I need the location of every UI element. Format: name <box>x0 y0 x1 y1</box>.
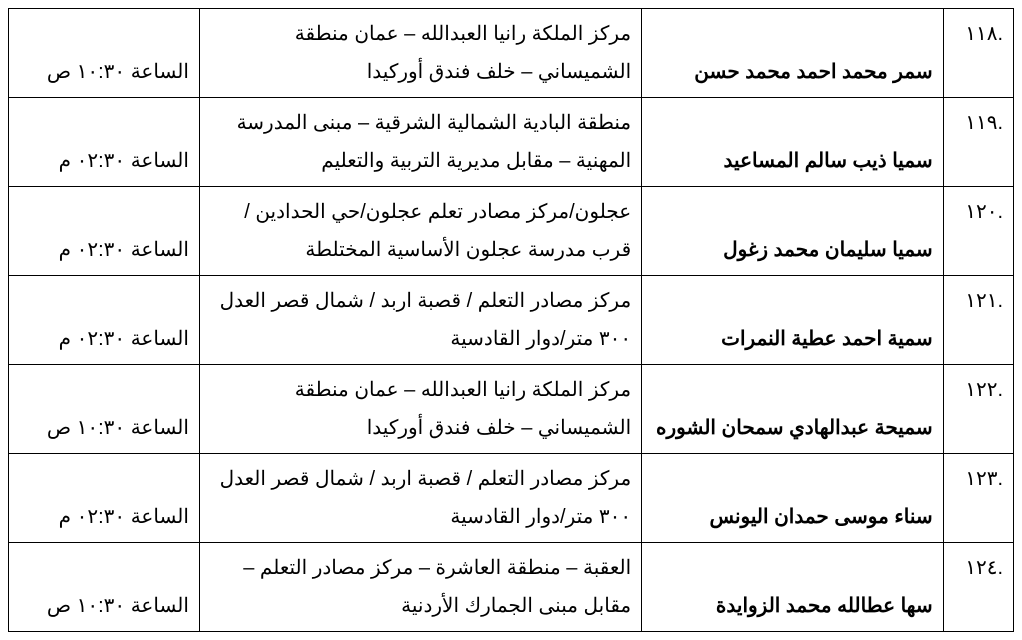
row-index: .١١٨ <box>943 9 1013 98</box>
row-name: سها عطالله محمد الزوايدة <box>642 543 944 632</box>
schedule-table: .١١٨ سمر محمد احمد محمد حسن مركز الملكة … <box>8 8 1014 632</box>
row-location: مركز مصادر التعلم / قصبة اربد / شمال قصر… <box>199 454 641 543</box>
row-name: سمية احمد عطية النمرات <box>642 276 944 365</box>
row-time: الساعة ٠٢:٣٠ م <box>9 98 200 187</box>
table-row: .١١٩ سميا ذيب سالم المساعيد منطقة البادي… <box>9 98 1014 187</box>
row-index: .١١٩ <box>943 98 1013 187</box>
row-name: سميا سليمان محمد زغول <box>642 187 944 276</box>
row-index: .١٢٤ <box>943 543 1013 632</box>
row-time: الساعة ٠٢:٣٠ م <box>9 187 200 276</box>
row-index: .١٢٢ <box>943 365 1013 454</box>
row-location: مركز مصادر التعلم / قصبة اربد / شمال قصر… <box>199 276 641 365</box>
table-row: .١٢١ سمية احمد عطية النمرات مركز مصادر ا… <box>9 276 1014 365</box>
row-name: سناء موسى حمدان اليونس <box>642 454 944 543</box>
row-time: الساعة ٠٢:٣٠ م <box>9 454 200 543</box>
row-location: عجلون/مركز مصادر تعلم عجلون/حي الحدادين … <box>199 187 641 276</box>
table-row: .١١٨ سمر محمد احمد محمد حسن مركز الملكة … <box>9 9 1014 98</box>
row-location: العقبة – منطقة العاشرة – مركز مصادر التع… <box>199 543 641 632</box>
row-location: مركز الملكة رانيا العبدالله – عمان منطقة… <box>199 365 641 454</box>
row-index: .١٢٣ <box>943 454 1013 543</box>
row-index: .١٢١ <box>943 276 1013 365</box>
table-row: .١٢٣ سناء موسى حمدان اليونس مركز مصادر ا… <box>9 454 1014 543</box>
table-row: .١٢٠ سميا سليمان محمد زغول عجلون/مركز مص… <box>9 187 1014 276</box>
table-row: .١٢٤ سها عطالله محمد الزوايدة العقبة – م… <box>9 543 1014 632</box>
row-time: الساعة ١٠:٣٠ ص <box>9 9 200 98</box>
row-time: الساعة ١٠:٣٠ ص <box>9 365 200 454</box>
row-name: سمر محمد احمد محمد حسن <box>642 9 944 98</box>
table-row: .١٢٢ سميحة عبدالهادي سمحان الشوره مركز ا… <box>9 365 1014 454</box>
row-time: الساعة ١٠:٣٠ ص <box>9 543 200 632</box>
row-index: .١٢٠ <box>943 187 1013 276</box>
row-name: سميا ذيب سالم المساعيد <box>642 98 944 187</box>
row-location: منطقة البادية الشمالية الشرقية – مبنى ال… <box>199 98 641 187</box>
row-time: الساعة ٠٢:٣٠ م <box>9 276 200 365</box>
row-location: مركز الملكة رانيا العبدالله – عمان منطقة… <box>199 9 641 98</box>
row-name: سميحة عبدالهادي سمحان الشوره <box>642 365 944 454</box>
